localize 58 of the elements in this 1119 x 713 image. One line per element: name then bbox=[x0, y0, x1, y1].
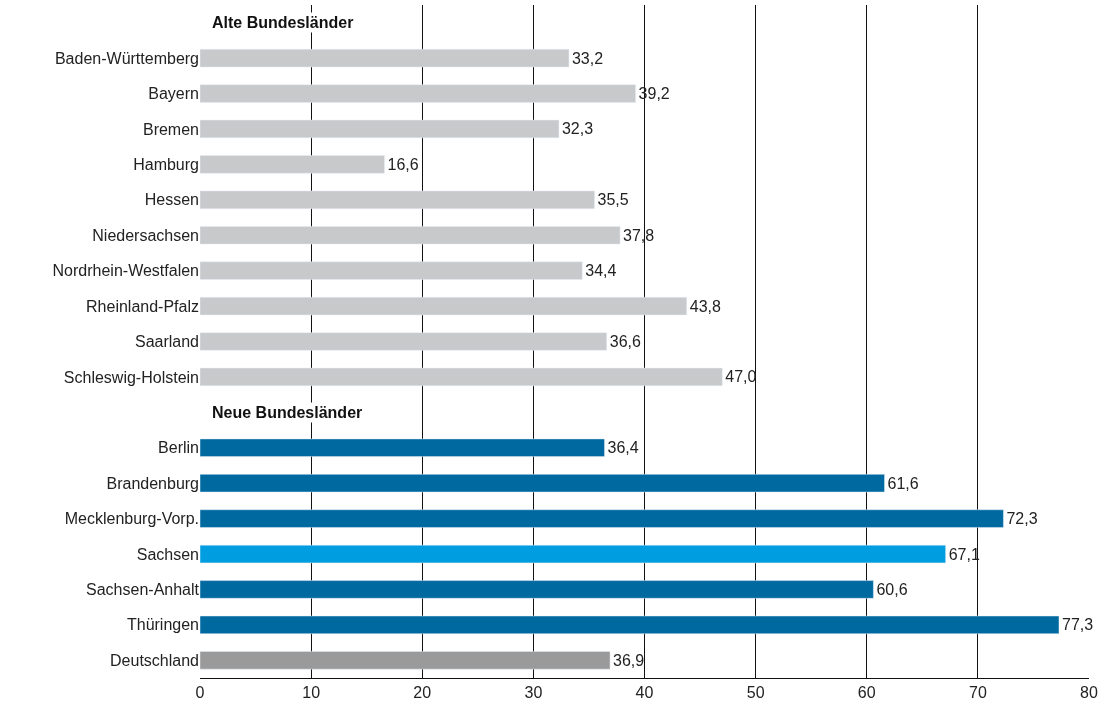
data-label: 35,5 bbox=[597, 191, 629, 209]
data-label: 36,9 bbox=[613, 651, 645, 669]
data-label: 33,2 bbox=[571, 49, 604, 67]
data-label: 43,8 bbox=[689, 297, 721, 315]
x-tick-label: 40 bbox=[635, 684, 654, 702]
x-tick-label: 30 bbox=[524, 684, 543, 702]
y-tick-label: Bremen bbox=[142, 120, 199, 138]
annotation: Alte Bundesländer bbox=[212, 14, 354, 31]
data-label: 32,3 bbox=[561, 120, 594, 138]
annotation: Neue Bundesländer bbox=[212, 404, 363, 421]
y-tick-label: Nordrhein-Westfalen bbox=[52, 262, 199, 280]
x-tick-label: 20 bbox=[413, 684, 432, 702]
data-label: 77,3 bbox=[1062, 616, 1094, 634]
y-tick-label: Thüringen bbox=[126, 616, 199, 634]
bar bbox=[200, 190, 595, 209]
y-tick-label: Sachsen-Anhalt bbox=[86, 581, 200, 599]
data-label: 61,6 bbox=[887, 474, 919, 492]
x-tick-label: 0 bbox=[195, 684, 205, 702]
bar bbox=[200, 651, 611, 670]
y-tick-label: Schleswig-Holstein bbox=[63, 368, 199, 386]
bar bbox=[200, 332, 607, 351]
x-tick-label: 50 bbox=[746, 684, 765, 702]
y-tick-label: Deutschland bbox=[110, 651, 199, 669]
bar bbox=[200, 544, 946, 564]
y-tick-label: Sachsen bbox=[136, 545, 199, 563]
bar bbox=[200, 84, 636, 103]
data-label: 34,4 bbox=[585, 262, 617, 280]
y-tick-label: Mecklenburg-Vorp. bbox=[64, 510, 199, 528]
data-label: 60,6 bbox=[876, 580, 908, 598]
y-tick-label: Brandenburg bbox=[106, 474, 199, 492]
y-tick-label: Hamburg bbox=[133, 155, 199, 173]
y-tick-label: Berlin bbox=[158, 439, 199, 457]
bar bbox=[200, 49, 570, 68]
y-tick-label: Baden-Württemberg bbox=[54, 49, 199, 67]
y-tick-label: Hessen bbox=[144, 191, 199, 209]
bar bbox=[200, 580, 874, 599]
y-tick-label: Bayern bbox=[148, 85, 199, 103]
x-tick-label: 60 bbox=[857, 684, 876, 702]
bar bbox=[200, 474, 885, 493]
bar bbox=[200, 296, 687, 316]
bar bbox=[200, 367, 723, 387]
bar bbox=[200, 615, 1060, 634]
data-label: 36,4 bbox=[607, 439, 639, 457]
y-tick-label: Niedersachsen bbox=[92, 226, 199, 244]
x-tick-label: 10 bbox=[302, 684, 321, 702]
y-tick-label: Rheinland-Pfalz bbox=[86, 297, 199, 315]
data-label: 36,6 bbox=[609, 333, 641, 350]
bar bbox=[200, 438, 605, 457]
y-tick-label: Saarland bbox=[134, 333, 199, 351]
x-tick-label: 80 bbox=[1080, 684, 1098, 702]
bar bbox=[200, 226, 621, 245]
bar bbox=[200, 509, 1004, 528]
data-label: 16,6 bbox=[387, 155, 419, 173]
bar bbox=[200, 119, 560, 139]
data-label: 72,3 bbox=[1006, 510, 1038, 528]
x-tick-label: 70 bbox=[968, 684, 987, 702]
bar bbox=[200, 155, 385, 174]
bar bbox=[200, 261, 583, 280]
